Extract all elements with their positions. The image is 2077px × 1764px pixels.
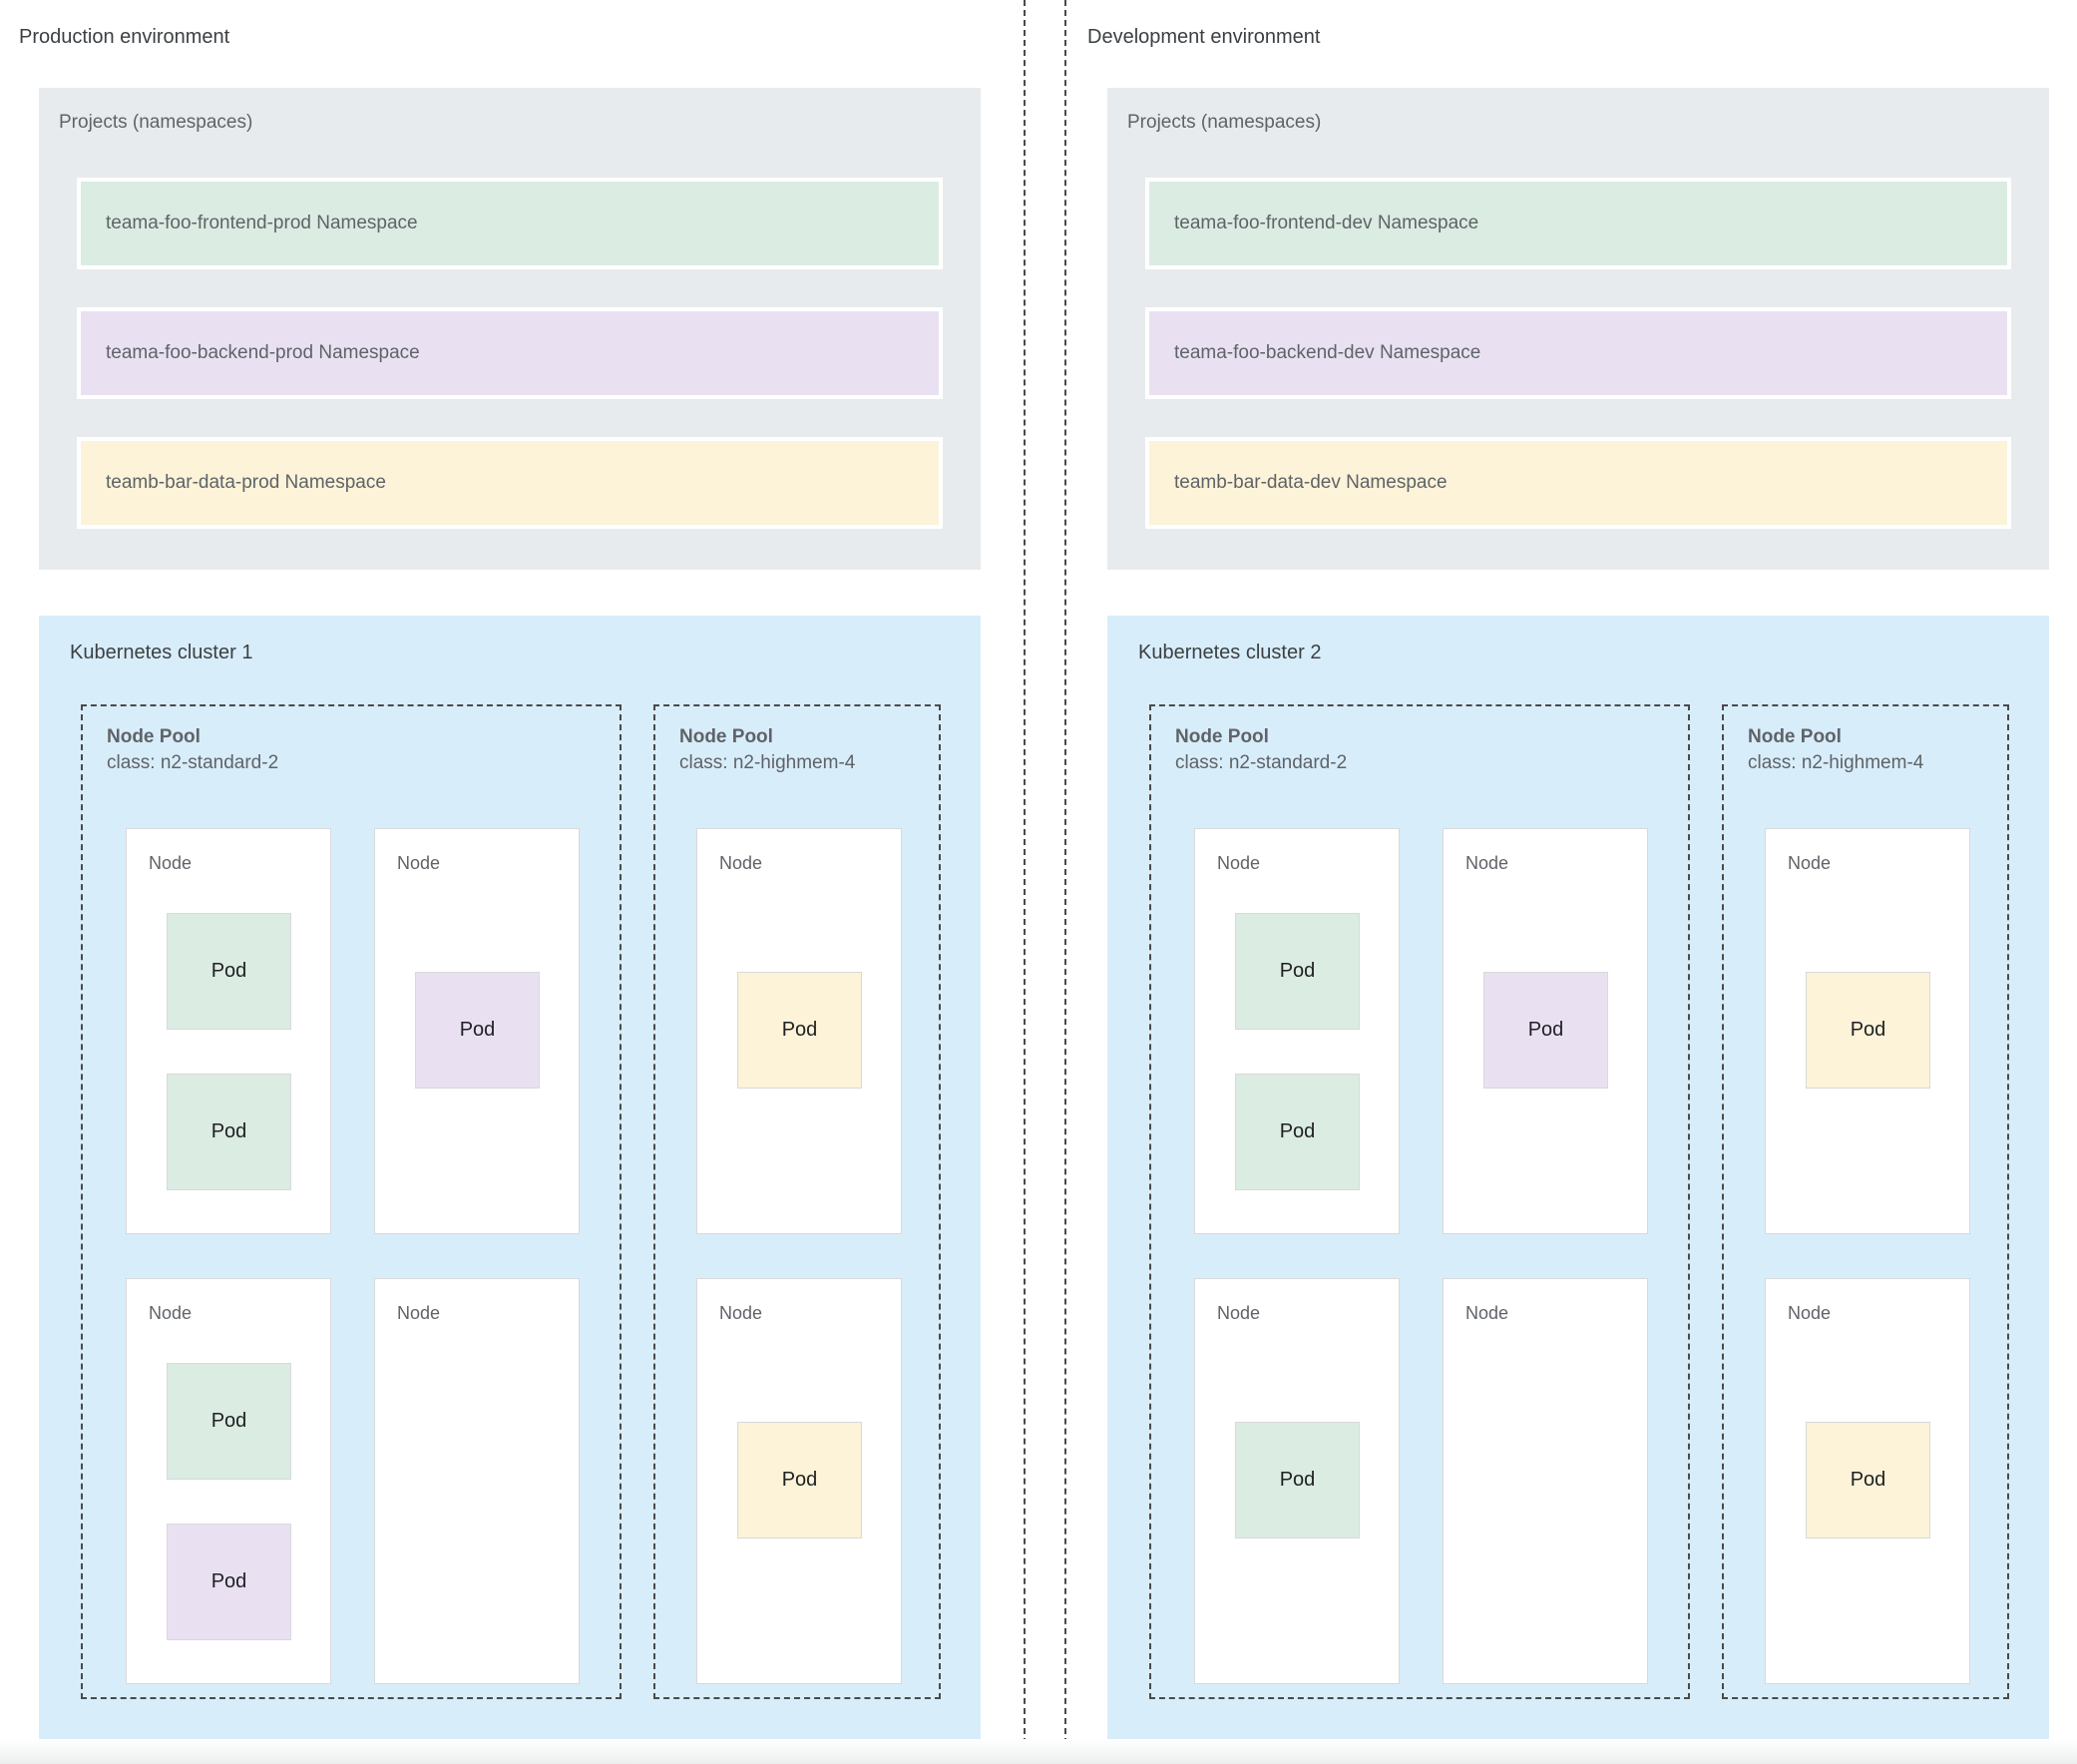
environment-title: Development environment <box>1087 26 1321 48</box>
pod: Pod <box>167 913 291 1030</box>
node-label: Node <box>397 853 441 873</box>
namespace-bar: teama-foo-backend-dev Namespace <box>1145 307 2011 399</box>
node-box: Node <box>1443 1278 1648 1684</box>
production-environment-column: Production environment Projects (namespa… <box>0 0 1009 1764</box>
namespace-label: teama-foo-backend-prod Namespace <box>106 342 420 363</box>
environment-title: Production environment <box>19 26 230 48</box>
node-box: Node Pod <box>696 828 902 1234</box>
node-label: Node <box>1217 1303 1261 1323</box>
node-box: Node <box>374 1278 580 1684</box>
node-box: Node Pod <box>1194 1278 1400 1684</box>
pod: Pod <box>167 1074 291 1190</box>
node-pool-name: Node Pool <box>1748 726 1842 747</box>
namespace-bar: teamb-bar-data-dev Namespace <box>1145 437 2011 529</box>
node-label: Node <box>149 1303 193 1323</box>
node-label: Node <box>1788 853 1832 873</box>
node-pool-standard: Node Pool class: n2-standard-2 Node Pod Po… <box>81 704 622 1699</box>
node-box: Node Pod <box>1765 1278 1970 1684</box>
node-pool-name: Node Pool <box>1175 726 1269 747</box>
pod: Pod <box>415 972 540 1089</box>
namespace-bar: teama-foo-backend-prod Namespace <box>77 307 943 399</box>
node-label: Node <box>1788 1303 1832 1323</box>
node-pool-class: class: n2-standard-2 <box>107 752 279 773</box>
pod: Pod <box>1483 972 1608 1089</box>
node-pool-name: Node Pool <box>679 726 773 747</box>
node-pool-class: class: n2-highmem-4 <box>679 752 856 773</box>
node-pool-standard: Node Pool class: n2-standard-2 Node Pod Po… <box>1149 704 1690 1699</box>
environment-divider-line-left <box>1024 0 1026 1764</box>
namespace-label: teamb-bar-data-dev Namespace <box>1174 472 1448 493</box>
pod: Pod <box>167 1524 291 1640</box>
pod: Pod <box>1235 1422 1360 1539</box>
pod: Pod <box>1235 1074 1360 1190</box>
environment-divider-line-right <box>1064 0 1066 1764</box>
namespace-label: teamb-bar-data-prod Namespace <box>106 472 386 493</box>
node-label: Node <box>719 853 763 873</box>
node-label: Node <box>397 1303 441 1323</box>
namespace-bar: teamb-bar-data-prod Namespace <box>77 437 943 529</box>
node-box: Node Pod Pod <box>126 828 331 1234</box>
node-pool-name: Node Pool <box>107 726 201 747</box>
node-box: Node Pod <box>696 1278 902 1684</box>
projects-box-label: Projects (namespaces) <box>1127 112 1322 133</box>
node-label: Node <box>1465 1303 1509 1323</box>
pod: Pod <box>167 1363 291 1480</box>
kubernetes-cluster-box: Kubernetes cluster 2 Node Pool class: n2… <box>1107 616 2049 1739</box>
pod: Pod <box>737 1422 862 1539</box>
node-box: Node Pod <box>1443 828 1648 1234</box>
projects-box-label: Projects (namespaces) <box>59 112 253 133</box>
projects-namespaces-box: Projects (namespaces) teama-foo-frontend… <box>1107 88 2049 570</box>
node-label: Node <box>1217 853 1261 873</box>
node-label: Node <box>719 1303 763 1323</box>
kubernetes-cluster-box: Kubernetes cluster 1 Node Pool class: n2… <box>39 616 981 1739</box>
namespace-label: teama-foo-frontend-prod Namespace <box>106 213 418 233</box>
node-pool-highmem: Node Pool class: n2-highmem-4 Node Pod Nod… <box>1722 704 2009 1699</box>
node-pool-highmem: Node Pool class: n2-highmem-4 Node Pod Nod… <box>653 704 941 1699</box>
cluster-title: Kubernetes cluster 2 <box>1138 642 1322 663</box>
pod: Pod <box>737 972 862 1089</box>
node-box: Node Pod Pod <box>126 1278 331 1684</box>
node-pool-class: class: n2-standard-2 <box>1175 752 1348 773</box>
node-label: Node <box>149 853 193 873</box>
node-pool-class: class: n2-highmem-4 <box>1748 752 1924 773</box>
projects-namespaces-box: Projects (namespaces) teama-foo-frontend… <box>39 88 981 570</box>
namespace-label: teama-foo-backend-dev Namespace <box>1174 342 1481 363</box>
pod: Pod <box>1235 913 1360 1030</box>
pod: Pod <box>1806 972 1930 1089</box>
pod: Pod <box>1806 1422 1930 1539</box>
node-box: Node Pod <box>374 828 580 1234</box>
node-box: Node Pod <box>1765 828 1970 1234</box>
namespace-label: teama-foo-frontend-dev Namespace <box>1174 213 1479 233</box>
development-environment-column: Development environment Projects (namesp… <box>1068 0 2077 1764</box>
node-label: Node <box>1465 853 1509 873</box>
namespace-bar: teama-foo-frontend-prod Namespace <box>77 178 943 269</box>
bottom-gradient-strip <box>0 1739 2077 1764</box>
cluster-title: Kubernetes cluster 1 <box>70 642 253 663</box>
node-box: Node Pod Pod <box>1194 828 1400 1234</box>
namespace-bar: teama-foo-frontend-dev Namespace <box>1145 178 2011 269</box>
